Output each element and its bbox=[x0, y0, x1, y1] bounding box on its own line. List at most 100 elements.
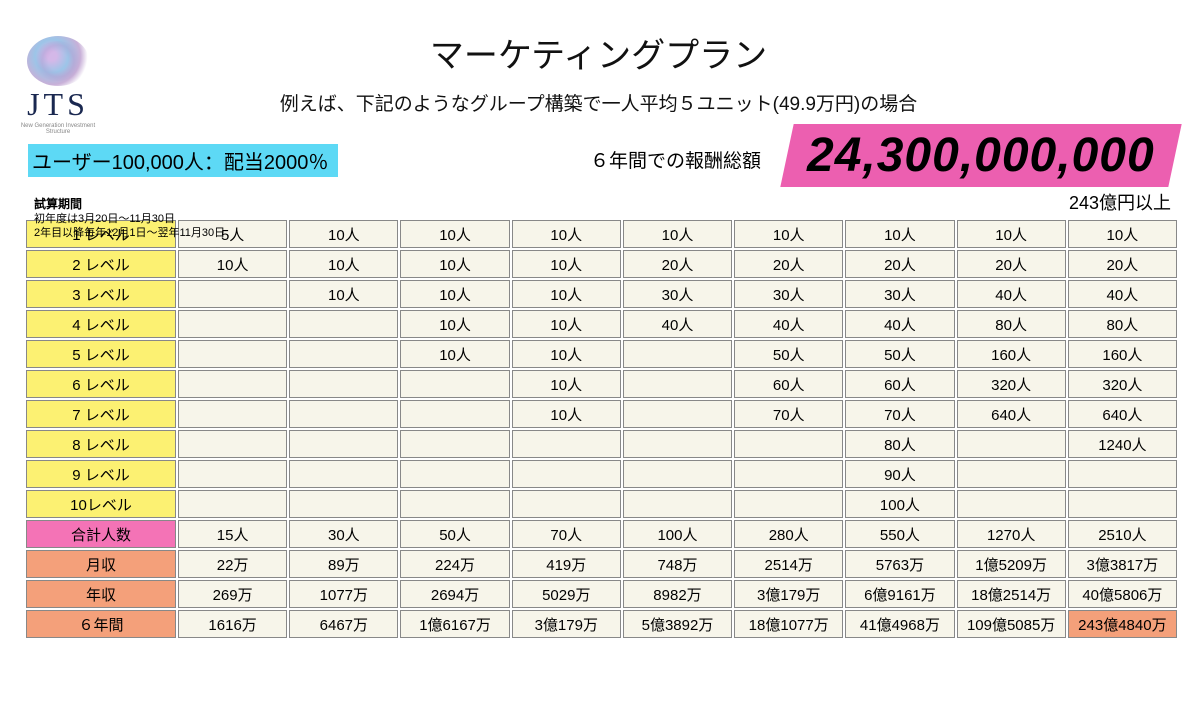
row-label: 6 レベル bbox=[26, 370, 176, 398]
table-cell: 30人 bbox=[623, 280, 732, 308]
table-cell: 90人 bbox=[845, 460, 954, 488]
table-cell: 10人 bbox=[178, 250, 287, 278]
page-subtitle: 例えば、下記のようなグループ構築で一人平均５ユニット(49.9万円)の場合 bbox=[0, 89, 1197, 116]
table-cell bbox=[512, 490, 621, 518]
table-cell bbox=[623, 490, 732, 518]
table-cell bbox=[957, 460, 1066, 488]
table-cell: 60人 bbox=[734, 370, 843, 398]
table-cell: 1億6167万 bbox=[400, 610, 509, 638]
table-cell: 10人 bbox=[845, 220, 954, 248]
table-cell: 20人 bbox=[623, 250, 732, 278]
table-cell: 80人 bbox=[845, 430, 954, 458]
table-cell bbox=[289, 370, 398, 398]
table-cell bbox=[623, 400, 732, 428]
table-cell: 1240人 bbox=[1068, 430, 1177, 458]
logo: JTS New Generation Investment Structure bbox=[18, 36, 98, 135]
table-cell: 40人 bbox=[845, 310, 954, 338]
table-cell: 269万 bbox=[178, 580, 287, 608]
table-cell bbox=[957, 490, 1066, 518]
table-cell: 60人 bbox=[845, 370, 954, 398]
table-cell: 80人 bbox=[1068, 310, 1177, 338]
table-cell bbox=[623, 430, 732, 458]
row-label: 10レベル bbox=[26, 490, 176, 518]
table-cell: 10人 bbox=[512, 310, 621, 338]
table-cell bbox=[178, 310, 287, 338]
table-cell: 1077万 bbox=[289, 580, 398, 608]
table-cell: 40人 bbox=[957, 280, 1066, 308]
table-cell: 40億5806万 bbox=[1068, 580, 1177, 608]
big-number-block: 24,300,000,000 243億円以上 bbox=[787, 124, 1175, 215]
table-cell bbox=[1068, 460, 1177, 488]
table-cell bbox=[289, 430, 398, 458]
table-cell: 20人 bbox=[734, 250, 843, 278]
table-cell: 10人 bbox=[400, 280, 509, 308]
table-cell bbox=[178, 460, 287, 488]
table-cell bbox=[289, 460, 398, 488]
table-cell bbox=[734, 490, 843, 518]
table-cell: 30人 bbox=[289, 520, 398, 548]
table-cell: 10人 bbox=[512, 250, 621, 278]
row-label: 月収 bbox=[26, 550, 176, 578]
table-cell: 550人 bbox=[845, 520, 954, 548]
period-line-1: 初年度は3月20日～11月30日 bbox=[34, 212, 338, 226]
user-count-highlight: ユーザー100,000人：配当2000％ bbox=[28, 144, 338, 177]
table-cell: 50人 bbox=[734, 340, 843, 368]
table-cell: 10人 bbox=[512, 220, 621, 248]
table-cell bbox=[178, 490, 287, 518]
table-cell: 109億5085万 bbox=[957, 610, 1066, 638]
table-cell: 1億5209万 bbox=[957, 550, 1066, 578]
table-cell: 8982万 bbox=[623, 580, 732, 608]
table-cell bbox=[400, 460, 509, 488]
row-label: ６年間 bbox=[26, 610, 176, 638]
table-cell: 10人 bbox=[289, 250, 398, 278]
table-cell: 320人 bbox=[1068, 370, 1177, 398]
table-cell bbox=[178, 340, 287, 368]
table-cell: 2510人 bbox=[1068, 520, 1177, 548]
table-cell: 10人 bbox=[623, 220, 732, 248]
table-cell bbox=[957, 430, 1066, 458]
six-year-total-label: ６年間での報酬総額 bbox=[590, 146, 761, 173]
row-label: 2 レベル bbox=[26, 250, 176, 278]
table-cell: 3億3817万 bbox=[1068, 550, 1177, 578]
table-cell: 5763万 bbox=[845, 550, 954, 578]
table-cell: 5億3892万 bbox=[623, 610, 732, 638]
table-cell: 10人 bbox=[512, 370, 621, 398]
table-cell bbox=[734, 460, 843, 488]
table-cell: 89万 bbox=[289, 550, 398, 578]
table-cell: 22万 bbox=[178, 550, 287, 578]
table-cell: 70人 bbox=[512, 520, 621, 548]
table-cell: 70人 bbox=[845, 400, 954, 428]
row-label: 8 レベル bbox=[26, 430, 176, 458]
table-cell: 30人 bbox=[845, 280, 954, 308]
table-cell bbox=[623, 340, 732, 368]
table-cell: 640人 bbox=[1068, 400, 1177, 428]
table-cell: 18億2514万 bbox=[957, 580, 1066, 608]
table-cell: 41億4968万 bbox=[845, 610, 954, 638]
table-cell bbox=[400, 430, 509, 458]
table-cell: 10人 bbox=[512, 280, 621, 308]
table-cell bbox=[1068, 490, 1177, 518]
table-cell: 10人 bbox=[734, 220, 843, 248]
table-cell: 10人 bbox=[957, 220, 1066, 248]
table-cell: 5029万 bbox=[512, 580, 621, 608]
table-cell: 70人 bbox=[734, 400, 843, 428]
table-cell: 10人 bbox=[512, 340, 621, 368]
table-cell: 160人 bbox=[1068, 340, 1177, 368]
table-cell: 20人 bbox=[1068, 250, 1177, 278]
row-label: 合計人数 bbox=[26, 520, 176, 548]
table-cell: 748万 bbox=[623, 550, 732, 578]
table-cell: 100人 bbox=[845, 490, 954, 518]
table-cell bbox=[178, 370, 287, 398]
logo-subtext: New Generation Investment Structure bbox=[18, 123, 98, 135]
table-cell: 1270人 bbox=[957, 520, 1066, 548]
row-label: 7 レベル bbox=[26, 400, 176, 428]
table-cell bbox=[400, 490, 509, 518]
table-cell: 243億4840万 bbox=[1068, 610, 1177, 638]
table-cell bbox=[734, 430, 843, 458]
table-cell bbox=[289, 400, 398, 428]
table-cell: 3億179万 bbox=[512, 610, 621, 638]
table-cell: 10人 bbox=[400, 310, 509, 338]
big-number-sub: 243億円以上 bbox=[787, 189, 1175, 215]
table-cell: 640人 bbox=[957, 400, 1066, 428]
table-cell: 6億9161万 bbox=[845, 580, 954, 608]
